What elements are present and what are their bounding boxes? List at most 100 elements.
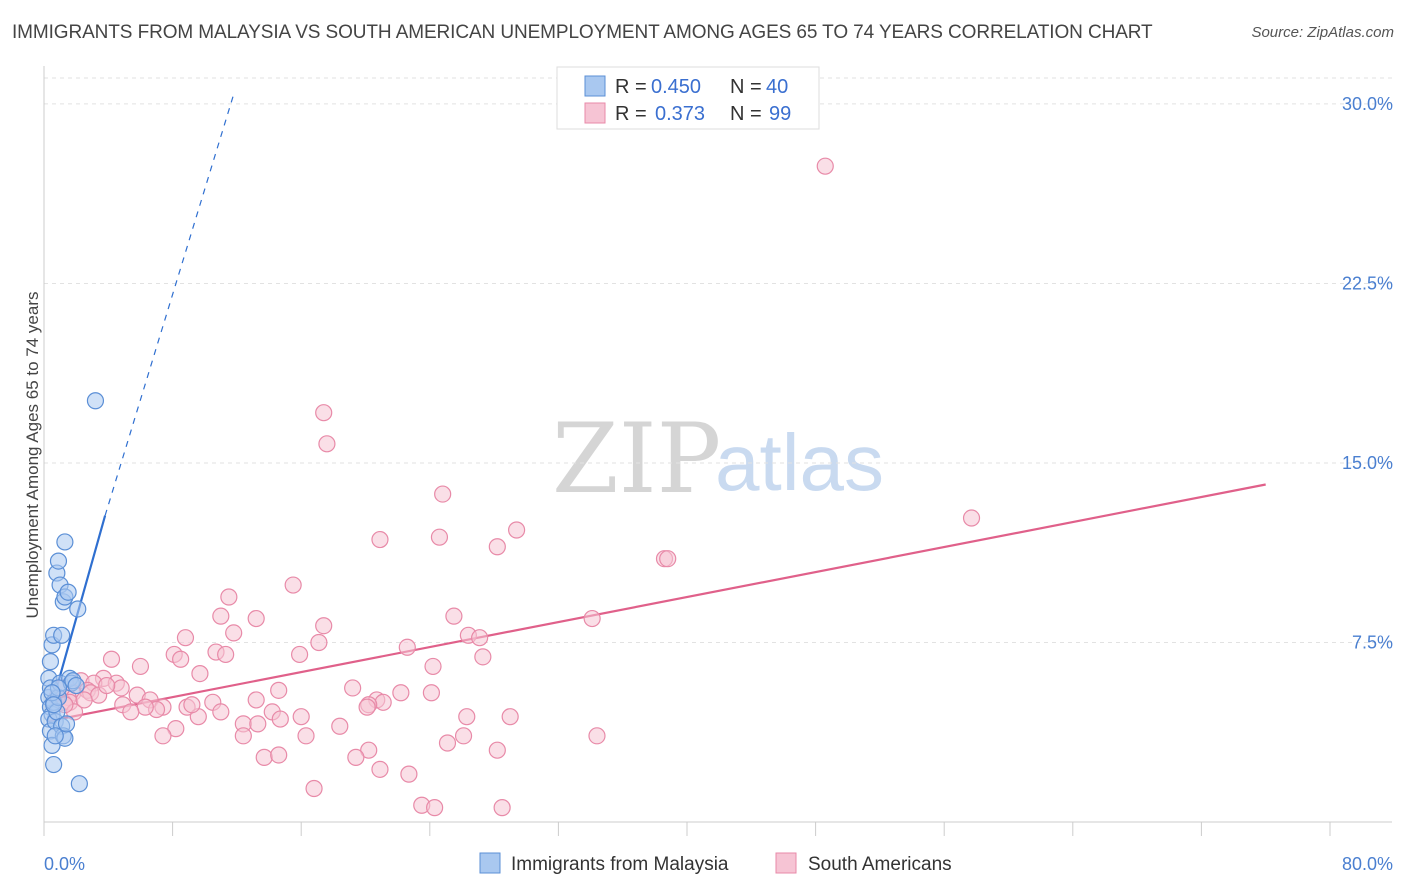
x-tick-label-max: 80.0% [1342,854,1393,874]
watermark-zip: ZIP [552,403,721,515]
point-south-americans-55 [374,693,392,711]
point-south-americans-11 [284,576,302,594]
point-south-americans-21 [471,629,489,647]
point-malaysia-38 [45,696,63,714]
point-south-americans-30 [102,650,121,668]
point-south-americans-98 [75,691,93,709]
y-tick-label-3: 30.0% [1342,94,1393,114]
point-south-americans-22 [310,633,328,652]
point-south-americans-6 [430,528,449,546]
point-south-americans-7 [371,530,389,549]
point-south-americans-28 [474,648,492,666]
y-tick-labels: 7.5% 15.0% 22.5% 30.0% [1342,94,1393,653]
watermark: ZIP atlas [552,403,884,515]
point-south-americans-16 [583,609,601,628]
legend-r-value-2: 0.373 [655,103,705,125]
legend-n-value-1: 40 [766,76,788,98]
point-south-americans-84 [347,748,365,766]
point-malaysia-32 [86,392,105,410]
point-south-americans-0 [816,157,834,175]
point-malaysia-26 [59,583,77,601]
y-tick-label-2: 22.5% [1342,273,1393,293]
point-south-americans-87 [305,779,323,798]
source-label: Source: ZipAtlas.com [1251,24,1394,41]
bottom-legend-malaysia: Immigrants from Malaysia [511,854,729,875]
point-south-americans-40 [392,684,410,702]
point-south-americans-77 [438,734,457,752]
chart-title: IMMIGRANTS FROM MALAYSIA VS SOUTH AMERIC… [12,22,1153,43]
point-south-americans-23 [398,638,416,656]
point-south-americans-39 [270,681,288,699]
point-south-americans-79 [154,727,172,745]
point-south-americans-17 [315,617,333,635]
point-south-americans-97 [183,696,201,714]
point-south-americans-63 [212,703,230,721]
point-south-americans-1 [315,404,333,422]
point-south-americans-13 [212,607,230,625]
trendline-south-americans [47,483,1266,723]
point-south-americans-81 [270,746,288,764]
point-south-americans-10 [659,550,677,568]
bottom-legend: Immigrants from Malaysia South Americans [479,852,952,875]
point-south-americans-78 [588,727,606,745]
point-south-americans-33 [191,664,209,683]
point-south-americans-72 [331,717,349,735]
point-south-americans-57 [358,698,376,716]
legend-n-label-1: N = [730,76,762,98]
point-south-americans-95 [136,698,154,716]
point-south-americans-65 [458,708,476,726]
point-malaysia-31 [70,775,88,793]
point-malaysia-9 [41,653,60,671]
point-south-americans-83 [488,741,506,759]
legend-r-label-1: R = [615,76,647,98]
point-south-americans-25 [217,645,235,664]
point-south-americans-42 [112,679,130,697]
point-south-americans-18 [225,624,243,642]
y-axis-label: Unemployment Among Ages 65 to 74 years [23,292,42,619]
legend-swatch-malaysia [584,75,606,97]
point-south-americans-32 [424,657,442,676]
point-south-americans-68 [271,710,289,728]
point-south-americans-86 [400,765,418,783]
y-tick-label-0: 7.5% [1352,632,1393,652]
point-malaysia-7 [45,755,63,774]
point-south-americans-19 [176,629,195,647]
point-south-americans-66 [292,708,310,726]
gridlines [44,77,1392,643]
y-tick-label-1: 15.0% [1342,453,1393,473]
point-south-americans-94 [98,676,116,695]
point-south-americans-75 [234,727,252,745]
point-malaysia-20 [57,715,76,733]
point-south-americans-73 [167,720,185,738]
legend: R = 0.450 N = 40 R = 0.373 N = 99 [556,66,820,130]
legend-n-label-2: N = [730,103,762,125]
point-south-americans-80 [255,748,273,766]
point-south-americans-41 [422,684,441,702]
point-south-americans-89 [426,799,444,817]
bottom-legend-swatch-south [775,852,797,874]
point-south-americans-82 [360,741,378,759]
point-malaysia-37 [67,676,85,695]
point-south-americans-3 [434,485,452,503]
point-south-americans-85 [371,760,389,778]
point-south-americans-15 [445,607,463,625]
point-malaysia-39 [53,626,71,644]
point-south-americans-29 [172,650,190,668]
point-south-americans-2 [318,435,336,453]
legend-r-label-2: R = [615,103,647,125]
series-malaysia [40,392,105,793]
point-south-americans-74 [297,727,315,745]
point-south-americans-76 [454,727,473,745]
x-tick-labels: 0.0% 80.0% [44,854,1393,874]
point-south-americans-8 [488,538,506,556]
legend-r-value-1: 0.450 [651,76,701,98]
point-south-americans-27 [290,645,309,664]
point-malaysia-22 [49,552,68,570]
point-south-americans-53 [247,691,265,709]
point-malaysia-30 [69,600,87,618]
legend-n-value-2: 99 [769,103,791,125]
point-south-americans-14 [247,609,265,628]
bottom-legend-swatch-malaysia [479,852,501,874]
point-malaysia-34 [46,727,64,745]
